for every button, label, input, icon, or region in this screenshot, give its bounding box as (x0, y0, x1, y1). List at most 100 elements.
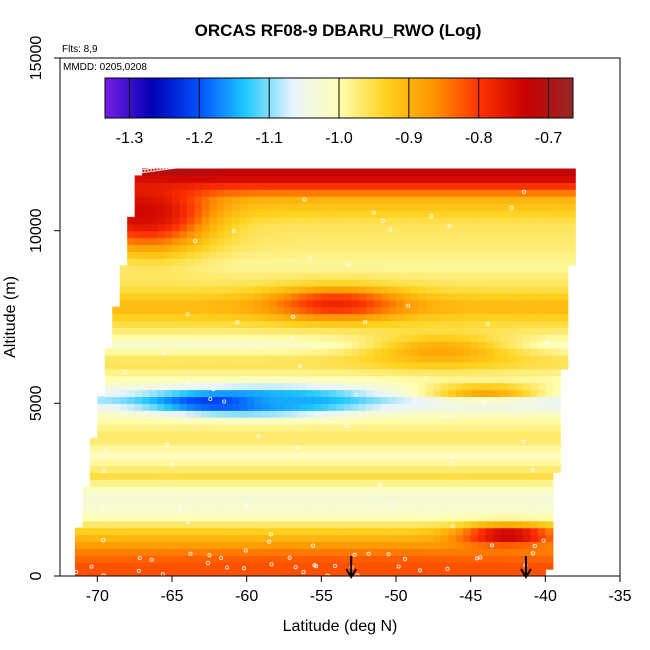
heat-cell (313, 444, 322, 453)
heat-cell (254, 334, 263, 342)
heat-cell (455, 258, 464, 266)
heat-cell (410, 555, 419, 563)
heat-cell (201, 244, 210, 252)
heat-cell (373, 513, 382, 522)
heat-cell (284, 458, 293, 467)
heat-cell (328, 313, 337, 322)
heat-cell (261, 389, 270, 398)
heat-cell (149, 437, 158, 446)
heat-cell (455, 479, 464, 487)
heat-cell (545, 437, 554, 446)
heat-cell (381, 209, 390, 218)
heat-cell (269, 486, 278, 494)
heat-cell (455, 313, 464, 322)
heat-cell (358, 230, 367, 239)
heat-cell (172, 500, 181, 508)
heat-cell (209, 292, 218, 301)
heat-cell (269, 265, 278, 273)
heat-cell (142, 272, 151, 280)
heat-cell (425, 320, 434, 328)
heat-cell (493, 320, 502, 328)
heat-cell (410, 534, 419, 543)
heat-cell (149, 299, 158, 308)
heat-cell (493, 389, 502, 398)
heat-cell (343, 203, 352, 211)
heat-cell (396, 527, 405, 536)
heat-cell (179, 396, 188, 404)
heat-cell (396, 348, 405, 356)
heat-cell (224, 472, 233, 480)
heat-cell (373, 451, 382, 460)
heat-cell (269, 334, 278, 342)
heat-cell (537, 341, 546, 349)
heat-cell (276, 368, 285, 377)
heat-cell (493, 258, 502, 266)
heat-cell (328, 299, 337, 308)
heat-cell (112, 361, 121, 370)
heat-cell (291, 354, 300, 363)
heat-cell (388, 472, 397, 480)
heat-cell (448, 430, 457, 439)
heat-cell (410, 403, 419, 411)
heat-cell (522, 417, 531, 425)
heat-cell (560, 168, 569, 177)
heat-cell (284, 403, 293, 411)
heat-cell (269, 368, 278, 377)
heat-cell (537, 237, 546, 246)
heat-cell (134, 451, 143, 460)
heat-cell (261, 520, 270, 529)
heat-cell (552, 182, 561, 190)
heat-cell (463, 237, 472, 246)
heat-cell (500, 506, 509, 515)
heat-cell (164, 569, 173, 576)
heat-cell (328, 189, 337, 197)
heat-cell (239, 334, 248, 342)
heat-cell (537, 403, 546, 411)
heat-cell (381, 368, 390, 377)
heat-cell (493, 230, 502, 239)
heat-cell (201, 341, 210, 349)
heat-cell (157, 203, 166, 211)
heat-cell (425, 375, 434, 384)
heat-cell (418, 506, 427, 515)
heat-cell (209, 403, 218, 411)
heat-cell (224, 458, 233, 467)
heat-cell (298, 527, 307, 536)
heat-cell (522, 541, 531, 549)
heat-cell (186, 361, 195, 370)
heat-cell (216, 285, 225, 294)
heat-cell (157, 251, 166, 259)
heat-cell (291, 265, 300, 273)
heat-cell (172, 472, 181, 480)
sample-point (244, 503, 249, 508)
heat-cell (388, 506, 397, 515)
heat-cell (515, 361, 524, 370)
heat-cell (552, 168, 561, 177)
sample-point (295, 444, 300, 449)
heat-cell (276, 223, 285, 232)
heat-cell (552, 375, 561, 384)
heat-cell (493, 375, 502, 384)
heat-cell (298, 486, 307, 494)
heat-cell (261, 382, 270, 391)
heat-cell (254, 182, 263, 190)
heat-cell (403, 451, 412, 460)
heat-cell (224, 437, 233, 446)
heat-cell (463, 451, 472, 460)
heat-cell (478, 548, 487, 556)
heat-cell (328, 555, 337, 563)
heat-cell (403, 472, 412, 480)
heat-cell (149, 424, 158, 432)
heat-cell (410, 396, 419, 404)
heat-cell (239, 306, 248, 315)
sample-point (530, 551, 535, 556)
heat-cell (134, 341, 143, 349)
heat-cell (388, 168, 397, 177)
heat-cell (552, 444, 561, 453)
heat-cell (254, 444, 263, 453)
heat-cell (209, 341, 218, 349)
heat-cell (97, 458, 106, 467)
heat-cell (351, 361, 360, 370)
heat-cell (269, 327, 278, 335)
heat-cell (463, 230, 472, 239)
